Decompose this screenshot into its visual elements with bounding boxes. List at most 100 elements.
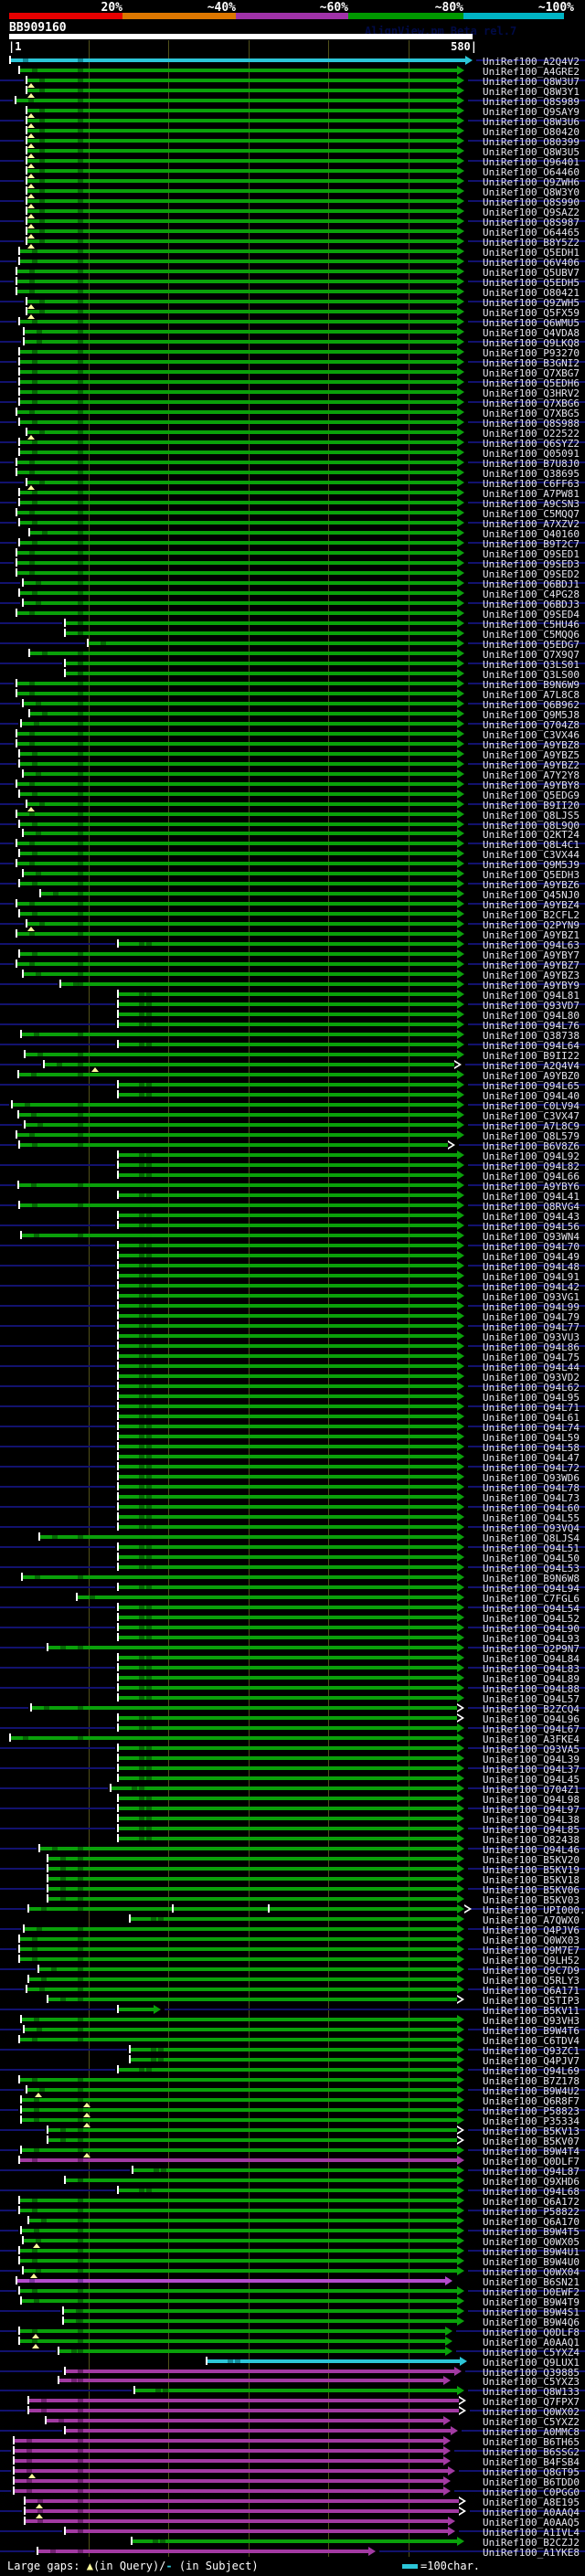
row-label-link[interactable]: UniRef100_B7U8J0	[483, 458, 580, 470]
row-label-link[interactable]: UniRef100_B5KV20	[483, 1854, 580, 1866]
row-label-link[interactable]: UniRef100_Q40160	[483, 528, 580, 540]
row-label-link[interactable]: UniRef100_A7L8C8	[483, 689, 580, 701]
row-label-link[interactable]: UniRef100_B5KV07	[483, 2136, 580, 2147]
row-label-link[interactable]: UniRef100_Q8W3Y1	[483, 86, 580, 98]
row-label-link[interactable]: UniRef100_A7QWX0	[483, 1914, 580, 1926]
row-label-link[interactable]: UniRef100_B6TH65	[483, 2436, 580, 2448]
row-label-link[interactable]: UniRef100_Q94L76	[483, 1020, 580, 1032]
row-label-link[interactable]: UniRef100_Q9ZWH5	[483, 297, 580, 309]
row-label-link[interactable]: UniRef100_Q6A170	[483, 2216, 580, 2228]
row-label-link[interactable]: UniRef100_Q96401	[483, 156, 580, 168]
row-label-link[interactable]: UniRef100_Q94L96	[483, 1713, 580, 1725]
row-label-link[interactable]: UniRef100_Q6B962	[483, 699, 580, 711]
row-label-link[interactable]: UniRef100_Q94L47	[483, 1452, 580, 1464]
row-label-link[interactable]: UniRef100_O64460	[483, 166, 580, 178]
row-label-link[interactable]: UniRef100_Q0DLF7	[483, 2156, 580, 2168]
row-label-link[interactable]: UniRef100_Q94L38	[483, 1814, 580, 1826]
row-label-link[interactable]: UniRef100_B9II20	[483, 800, 580, 811]
row-label-link[interactable]: UniRef100_Q0WX04	[483, 2266, 580, 2278]
row-label-link[interactable]: UniRef100_Q5EDH3	[483, 869, 580, 881]
row-label-link[interactable]: UniRef100_Q6A172	[483, 2196, 580, 2208]
row-label-link[interactable]: UniRef100_Q38738	[483, 1030, 580, 1042]
row-label-link[interactable]: UniRef100_B9W4T6	[483, 2025, 580, 2037]
row-label-link[interactable]: UniRef100_Q9M7E7	[483, 1945, 580, 1956]
row-label-link[interactable]: UniRef100_O22522	[483, 428, 580, 440]
row-label-link[interactable]: UniRef100_P58822	[483, 2206, 580, 2218]
row-label-link[interactable]: UniRef100_Q94L41	[483, 1191, 580, 1203]
row-label-link[interactable]: UniRef100_Q5EDH1	[483, 247, 580, 259]
row-label-link[interactable]: UniRef100_P93270	[483, 347, 580, 359]
row-label-link[interactable]: UniRef100_Q6A171	[483, 1985, 580, 1997]
row-label-link[interactable]: UniRef100_B9W4S1	[483, 2306, 580, 2318]
row-label-link[interactable]: UniRef100_Q6BDJ3	[483, 599, 580, 610]
row-label-link[interactable]: UniRef100_Q6SYZ2	[483, 438, 580, 450]
row-label-link[interactable]: UniRef100_B9W4U0	[483, 2256, 580, 2268]
row-label-link[interactable]: UniRef100_Q94L73	[483, 1492, 580, 1504]
row-label-link[interactable]: UniRef100_Q5EDG7	[483, 639, 580, 651]
row-label-link[interactable]: UniRef100_A9YBZ8	[483, 739, 580, 751]
row-label-link[interactable]: UniRef100_A9CSN3	[483, 498, 580, 510]
row-label-link[interactable]: UniRef100_Q8S990	[483, 196, 580, 208]
row-label-link[interactable]: UniRef100_Q8W3U5	[483, 146, 580, 158]
row-label-link[interactable]: UniRef100_B6V8Z6	[483, 1140, 580, 1152]
row-label-link[interactable]: UniRef100_Q5UBV7	[483, 267, 580, 279]
row-label-link[interactable]: UniRef100_Q94L80	[483, 1010, 580, 1022]
row-label-link[interactable]: UniRef100_B7Z178	[483, 2075, 580, 2087]
row-label-link[interactable]: UniRef100_Q94L97	[483, 1804, 580, 1816]
row-label-link[interactable]: UniRef100_P58823	[483, 2105, 580, 2117]
row-label-link[interactable]: UniRef100_Q8S989	[483, 96, 580, 108]
row-label-link[interactable]: UniRef100_C5HU46	[483, 619, 580, 631]
row-label-link[interactable]: UniRef100_Q94L75	[483, 1352, 580, 1363]
row-label-link[interactable]: UniRef100_A0MMC8	[483, 2426, 580, 2438]
row-label-link[interactable]: UniRef100_P35334	[483, 2115, 580, 2127]
row-label-link[interactable]: UniRef100_Q94L71	[483, 1402, 580, 1414]
row-label-link[interactable]: UniRef100_Q94L90	[483, 1623, 580, 1635]
row-label-link[interactable]: UniRef100_A0AAQ5	[483, 2517, 580, 2528]
row-label-link[interactable]: UniRef100_Q94L39	[483, 1754, 580, 1765]
row-label-link[interactable]: UniRef100_Q38695	[483, 468, 580, 480]
row-label-link[interactable]: UniRef100_Q94L58	[483, 1442, 580, 1454]
row-label-link[interactable]: UniRef100_Q94L54	[483, 1603, 580, 1615]
row-label-link[interactable]: UniRef100_Q9M5J8	[483, 709, 580, 721]
row-label-link[interactable]: UniRef100_Q6BDJ1	[483, 578, 580, 590]
row-label-link[interactable]: UniRef100_Q8W3U6	[483, 116, 580, 128]
row-label-link[interactable]: UniRef100_A0AAQ4	[483, 2507, 580, 2518]
row-label-link[interactable]: UniRef100_Q8L9Q0	[483, 820, 580, 832]
row-label-link[interactable]: UniRef100_Q94L87	[483, 2166, 580, 2178]
row-label-link[interactable]: UniRef100_A7Y2Y8	[483, 769, 580, 781]
row-label-link[interactable]: UniRef100_A7PW81	[483, 488, 580, 500]
row-label-link[interactable]: UniRef100_A9YBY6	[483, 1181, 580, 1193]
row-label-link[interactable]: UniRef100_Q94L52	[483, 1613, 580, 1625]
row-label-link[interactable]: UniRef100_C5MQQ7	[483, 508, 580, 520]
row-label-link[interactable]: UniRef100_Q94L60	[483, 1502, 580, 1514]
row-label-link[interactable]: UniRef100_Q94L77	[483, 1321, 580, 1333]
row-label-link[interactable]: UniRef100_Q9LUX1	[483, 2357, 580, 2369]
row-label-link[interactable]: UniRef100_Q94L72	[483, 1462, 580, 1474]
row-label-link[interactable]: UniRef100_B9W4Q6	[483, 2316, 580, 2328]
row-label-link[interactable]: UniRef100_Q7X9Q7	[483, 649, 580, 661]
row-label-link[interactable]: UniRef100_Q94L95	[483, 1392, 580, 1404]
row-label-link[interactable]: UniRef100_Q94L53	[483, 1563, 580, 1574]
row-label-link[interactable]: UniRef100_B5KV13	[483, 2125, 580, 2137]
row-label-link[interactable]: UniRef100_Q2KT24	[483, 829, 580, 841]
row-label-link[interactable]: UniRef100_A7XZV2	[483, 518, 580, 530]
row-label-link[interactable]: UniRef100_C5YXZ4	[483, 2347, 580, 2359]
row-label-link[interactable]: UniRef100_A2Q4V4	[483, 1060, 580, 1072]
row-label-link[interactable]: UniRef100_Q8LJS4	[483, 1532, 580, 1544]
row-label-link[interactable]: UniRef100_Q94L99	[483, 1301, 580, 1313]
row-label-link[interactable]: UniRef100_Q94L50	[483, 1553, 580, 1564]
row-label-link[interactable]: UniRef100_Q5EDH6	[483, 377, 580, 389]
row-label-link[interactable]: UniRef100_Q94L81	[483, 990, 580, 1002]
row-label-link[interactable]: UniRef100_Q94L43	[483, 1211, 580, 1223]
row-label-link[interactable]: UniRef100_Q93ZC1	[483, 2045, 580, 2057]
row-label-link[interactable]: UniRef100_O80399	[483, 136, 580, 148]
row-label-link[interactable]: UniRef100_Q94L51	[483, 1542, 580, 1554]
row-label-link[interactable]: UniRef100_A2Q4V2	[483, 56, 580, 68]
row-label-link[interactable]: UniRef100_A8E195	[483, 2496, 580, 2508]
row-label-link[interactable]: UniRef100_Q9M5J9	[483, 859, 580, 871]
row-label-link[interactable]: UniRef100_A9YBZ4	[483, 899, 580, 911]
row-label-link[interactable]: UniRef100_B5KV11	[483, 2005, 580, 2017]
row-label-link[interactable]: UniRef100_A0AAQ1	[483, 2337, 580, 2348]
row-label-link[interactable]: UniRef100_C6TDV4	[483, 2035, 580, 2047]
row-label-link[interactable]: UniRef100_C3VX46	[483, 729, 580, 741]
